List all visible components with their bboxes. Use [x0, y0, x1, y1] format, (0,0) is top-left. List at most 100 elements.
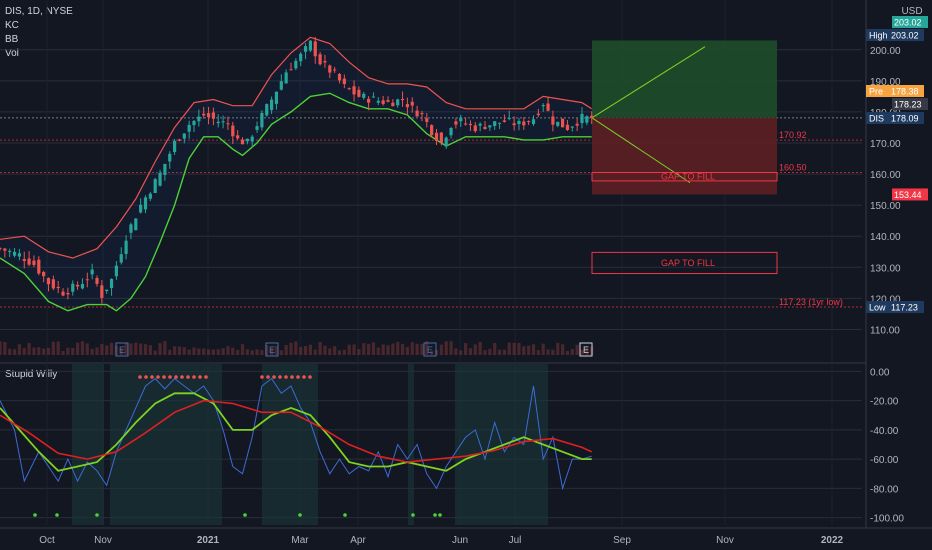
signal-dot-bull — [243, 513, 247, 517]
volume-bar — [410, 342, 414, 355]
level-label: 160.50 — [779, 163, 807, 173]
price-tag-value: 203.02 — [891, 31, 919, 41]
price-tag-bg — [866, 300, 888, 313]
signal-dot-bear — [150, 375, 154, 379]
candle-body — [236, 135, 240, 139]
candle-body — [488, 125, 492, 128]
symbol-title: DIS, 1D, NYSE — [5, 6, 73, 17]
candle-body — [303, 46, 308, 52]
signal-dot-bear — [284, 375, 288, 379]
indicator-vol[interactable]: Vol — [5, 48, 19, 59]
candle-body — [90, 269, 94, 275]
candle-body — [561, 118, 565, 128]
candle-body — [226, 123, 230, 125]
volume-bar — [187, 349, 191, 355]
price-tag-bg — [866, 85, 888, 97]
signal-dot-bull — [343, 513, 347, 517]
candle-body — [284, 72, 288, 84]
candle-body — [32, 260, 36, 265]
volume-bar — [51, 341, 55, 355]
sub-panel-title[interactable]: Stupid Willy — [5, 369, 58, 380]
volume-bar — [556, 342, 560, 355]
candle-body — [119, 254, 123, 263]
volume-bar — [279, 350, 283, 355]
volume-bar — [289, 342, 293, 355]
volume-bar — [405, 347, 409, 355]
indicator-kc[interactable]: KC — [5, 20, 19, 31]
volume-bar — [459, 350, 463, 355]
signal-dot-bear — [180, 375, 184, 379]
candle-body — [425, 118, 429, 122]
candle-body — [333, 69, 337, 71]
candle-body — [124, 240, 128, 254]
candle-body — [323, 61, 327, 63]
candle-body — [473, 125, 477, 132]
candle-body — [337, 73, 342, 81]
volume-bar — [22, 348, 26, 355]
time-tick-label: Oct — [39, 535, 55, 546]
volume-bar — [473, 344, 477, 355]
time-tick-label: Nov — [716, 535, 734, 546]
candle-body — [570, 126, 574, 128]
level-label: 170.92 — [779, 130, 807, 140]
candle-body — [206, 113, 211, 118]
candle-body — [575, 123, 579, 126]
price-value-bg — [892, 188, 928, 201]
candle-body — [313, 41, 317, 57]
signal-dot-bull — [55, 513, 59, 517]
volume-bar — [318, 341, 322, 355]
volume-bar — [337, 350, 342, 355]
signal-dot-bear — [162, 375, 166, 379]
candle-body — [114, 265, 118, 277]
volume-bar — [182, 347, 186, 355]
indicator-bb[interactable]: BB — [5, 34, 19, 45]
candle-body — [12, 251, 17, 256]
volume-bar — [570, 348, 574, 355]
target-zone — [592, 40, 777, 118]
earnings-marker-label: E — [583, 345, 589, 355]
volume-bar — [202, 348, 206, 355]
candle-body — [493, 121, 497, 127]
candle-body — [51, 279, 55, 289]
signal-dot-bull — [298, 513, 302, 517]
time-tick-label: Jul — [509, 535, 522, 546]
signal-dot-bear — [260, 375, 264, 379]
price-value-label: 203.02 — [894, 18, 922, 28]
price-tag-value-bg — [888, 85, 924, 97]
candle-body — [105, 289, 109, 292]
signal-dot-bear — [138, 375, 142, 379]
candle-body — [400, 98, 405, 101]
signal-dot-bear — [144, 375, 148, 379]
candle-body — [0, 248, 2, 250]
volume-bar — [299, 346, 303, 355]
volume-bar — [231, 347, 235, 355]
candle-body — [270, 99, 274, 111]
volume-bar — [371, 342, 376, 355]
volume-bar — [226, 346, 230, 355]
signal-dot-bear — [204, 375, 208, 379]
volume-bar — [352, 344, 356, 355]
signal-dot-bull — [433, 513, 437, 517]
volume-bar — [444, 341, 448, 355]
volume-bar — [66, 347, 70, 355]
volume-bar — [449, 341, 453, 355]
candle-body — [255, 126, 259, 130]
chart-legend: DIS, 1D, NYSE KC BB Vol — [5, 5, 73, 61]
price-tag-value: 178.09 — [891, 114, 919, 124]
price-value-bg — [892, 16, 928, 28]
volume-bar — [250, 350, 254, 355]
volume-bar — [464, 343, 468, 355]
volume-bar — [541, 343, 545, 355]
candle-body — [177, 139, 182, 141]
candle-body — [153, 179, 157, 193]
volume-bar — [95, 347, 99, 355]
volume-bar — [580, 349, 584, 355]
candle-body — [61, 291, 65, 296]
candle-body — [507, 117, 511, 119]
volume-bar — [240, 344, 245, 355]
candle-body — [512, 123, 516, 126]
gap-label: GAP TO FILL — [661, 172, 715, 182]
candle-body — [444, 137, 448, 147]
candle-body — [240, 139, 245, 145]
